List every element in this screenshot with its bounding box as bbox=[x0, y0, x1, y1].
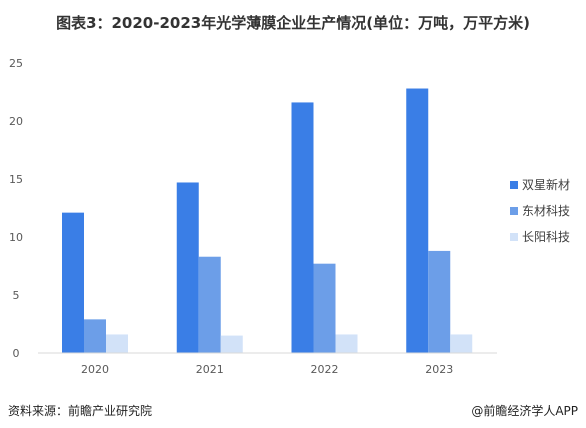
y-tick-label: 15 bbox=[9, 173, 23, 186]
bars-group bbox=[62, 88, 473, 354]
legend-label: 长阳科技 bbox=[522, 230, 570, 244]
bar-3-2020 bbox=[106, 334, 128, 353]
y-axis-ticks: 0 5 10 15 20 25 bbox=[9, 57, 23, 360]
bar-2-2020 bbox=[84, 319, 106, 353]
bar-3-2022 bbox=[335, 334, 358, 353]
legend-swatch bbox=[510, 233, 518, 241]
bar-2-2022 bbox=[313, 263, 336, 353]
bar-1-2020 bbox=[62, 212, 84, 353]
x-tick-label: 2022 bbox=[311, 363, 339, 376]
legend-swatch bbox=[510, 207, 518, 215]
legend-label: 东材科技 bbox=[522, 204, 570, 218]
chart-title: 图表3：2020-2023年光学薄膜企业生产情况(单位：万吨，万平方米) bbox=[56, 14, 530, 32]
credit-note: @前瞻经济学人APP bbox=[471, 404, 578, 418]
bar-1-2021 bbox=[176, 182, 199, 353]
y-tick-label: 25 bbox=[9, 57, 23, 70]
y-tick-label: 0 bbox=[13, 347, 20, 360]
bar-3-2021 bbox=[220, 335, 243, 353]
bar-1-2022 bbox=[291, 102, 314, 353]
y-tick-label: 10 bbox=[9, 231, 23, 244]
x-axis-ticks: 2020 2021 2022 2023 bbox=[81, 363, 453, 376]
bar-2-2021 bbox=[198, 256, 221, 353]
y-tick-label: 20 bbox=[9, 115, 23, 128]
source-note: 资料来源：前瞻产业研究院 bbox=[8, 404, 153, 418]
bar-2-2023 bbox=[428, 250, 451, 353]
x-tick-label: 2021 bbox=[196, 363, 224, 376]
bar-1-2023 bbox=[406, 88, 429, 354]
legend-swatch bbox=[510, 181, 518, 189]
bar-3-2023 bbox=[450, 334, 473, 353]
legend-label: 双星新材 bbox=[522, 177, 570, 192]
x-tick-label: 2020 bbox=[81, 363, 109, 376]
x-tick-label: 2023 bbox=[425, 363, 453, 376]
y-tick-label: 5 bbox=[13, 289, 20, 302]
